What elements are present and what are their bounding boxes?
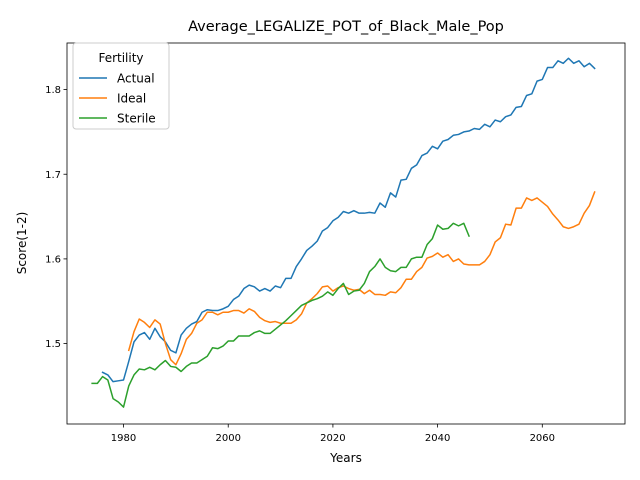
legend-label-actual: Actual <box>117 72 155 86</box>
y-axis: 1.5 1.6 1.7 1.8 <box>45 85 67 350</box>
x-axis: 1980 2000 2020 2040 2060 <box>111 424 555 444</box>
x-tick-label: 1980 <box>111 433 136 444</box>
x-tick-label: 2060 <box>530 433 555 444</box>
legend: Fertility Actual Ideal Sterile <box>72 42 170 130</box>
y-tick-label: 1.8 <box>45 85 61 96</box>
legend-label-ideal: Ideal <box>117 92 146 106</box>
y-tick-label: 1.6 <box>45 255 61 266</box>
x-tick-label: 2000 <box>215 433 240 444</box>
x-tick-label: 2020 <box>320 433 345 444</box>
series-line-ideal <box>127 191 596 366</box>
legend-box <box>72 42 170 130</box>
series-line-sterile <box>91 222 470 408</box>
chart-title: Average_LEGALIZE_POT_of_Black_Male_Pop <box>188 19 504 35</box>
y-tick-label: 1.7 <box>45 170 61 181</box>
series-line-actual <box>101 57 596 383</box>
legend-title: Fertility <box>98 51 143 65</box>
x-axis-label: Years <box>329 451 362 465</box>
axes-frame <box>66 42 626 425</box>
x-tick-label: 2040 <box>425 433 450 444</box>
legend-items: Actual Ideal Sterile <box>79 72 156 126</box>
y-axis-label: Score(1-2) <box>15 212 29 275</box>
y-tick-label: 1.5 <box>45 339 61 350</box>
series-lines <box>91 57 596 408</box>
legend-label-sterile: Sterile <box>117 112 156 126</box>
